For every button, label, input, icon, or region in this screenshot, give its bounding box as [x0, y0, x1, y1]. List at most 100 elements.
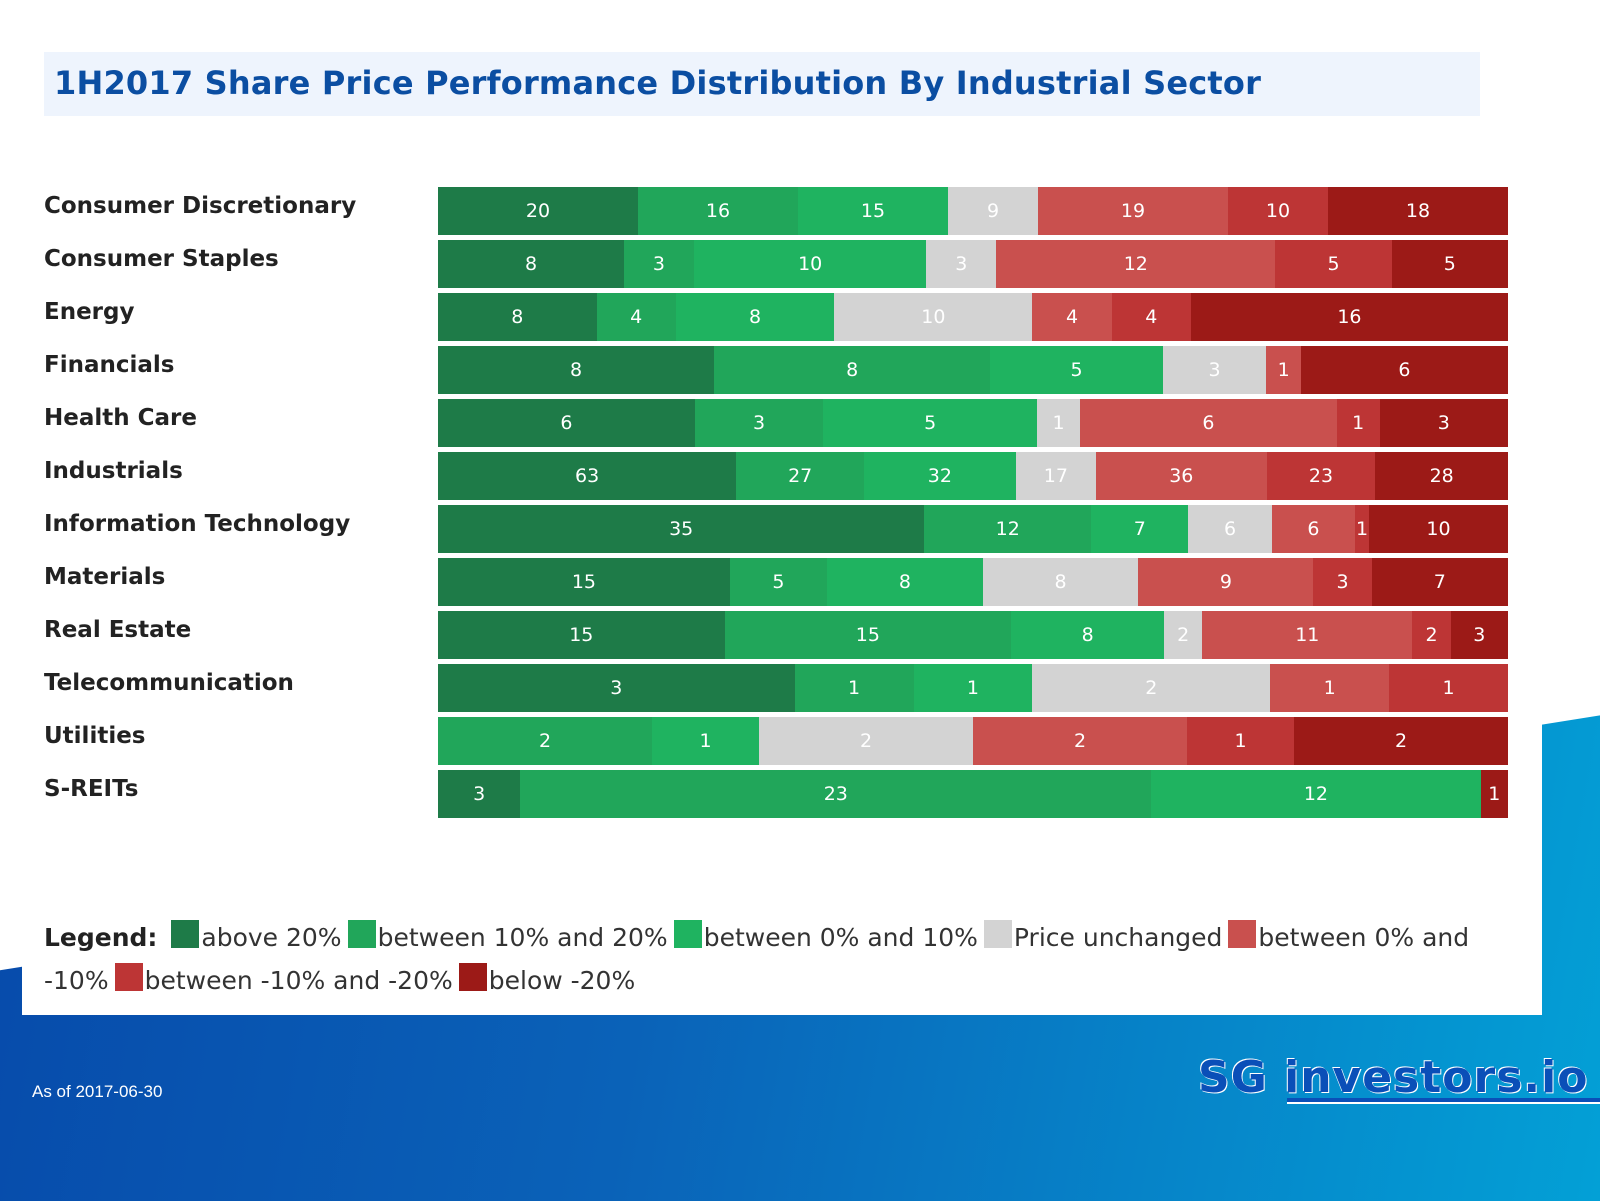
bar-segment: 15	[798, 187, 948, 235]
legend-swatch	[347, 920, 376, 948]
bar-segment: 15	[438, 611, 725, 659]
bar-segment: 7	[1091, 505, 1189, 553]
bar-segment: 3	[438, 770, 521, 818]
bar-row: 35 12 7 6 6 1 10	[438, 505, 1508, 553]
bar-segment: 8	[675, 293, 835, 341]
bar-segment: 8	[982, 558, 1139, 606]
bar-segment: 1	[1037, 399, 1080, 447]
bar-segment: 5	[1391, 240, 1508, 288]
bar-segment: 8	[438, 346, 715, 394]
bar-segment: 6	[1300, 346, 1508, 394]
bar-segment: 23	[1266, 452, 1376, 500]
category-label: Industrials	[44, 458, 183, 484]
bar-segment: 1	[913, 664, 1033, 712]
bar-segment: 10	[834, 293, 1033, 341]
legend-swatch	[983, 920, 1012, 948]
bar-segment: 1	[652, 717, 759, 765]
bar-row: 63 27 32 17 36 23 28	[438, 452, 1508, 500]
bar-segment: 1	[1389, 664, 1508, 712]
bar-segment: 16	[1190, 293, 1508, 341]
bar-segment: 3	[1450, 611, 1508, 659]
category-label: Information Technology	[44, 511, 351, 537]
bar-segment: 2	[438, 717, 652, 765]
bar-segment: 63	[438, 452, 737, 500]
legend-label: below -20%	[488, 966, 636, 995]
bar-segment: 6	[1079, 399, 1337, 447]
bar-segment: 2	[1412, 611, 1451, 659]
legend-swatch	[171, 920, 200, 948]
bar-segment: 1	[1270, 664, 1390, 712]
chart-title: 1H2017 Share Price Performance Distribut…	[54, 64, 1262, 102]
bar-segment: 5	[1275, 240, 1392, 288]
bar-segment: 36	[1096, 452, 1267, 500]
bar-segment: 3	[1313, 558, 1372, 606]
bar-segment: 16	[638, 187, 798, 235]
legend-label: between 10% and 20%	[377, 923, 668, 952]
legend-swatch	[458, 963, 487, 991]
category-label: S-REITs	[44, 776, 139, 802]
bar-segment: 7	[1371, 558, 1508, 606]
bar-segment: 3	[926, 240, 997, 288]
logo-underline	[1287, 1098, 1600, 1104]
bar-segment: 19	[1037, 187, 1228, 235]
bar-segment: 12	[996, 240, 1276, 288]
bar-segment: 2	[759, 717, 973, 765]
category-label: Materials	[44, 564, 166, 590]
bar-segment: 8	[1011, 611, 1165, 659]
bar-segment: 4	[596, 293, 676, 341]
bar-row: 8 3 10 3 12 5 5	[438, 240, 1508, 288]
bar-segment: 11	[1202, 611, 1413, 659]
category-label: Utilities	[44, 723, 146, 749]
bar-segment: 3	[438, 664, 795, 712]
bar-segment: 20	[438, 187, 638, 235]
bar-segment: 1	[794, 664, 914, 712]
bar-segment: 2	[1294, 717, 1508, 765]
bar-segment: 8	[438, 293, 597, 341]
bar-segment: 18	[1327, 187, 1508, 235]
bar-row: 15 15 8 2 11 2 3	[438, 611, 1508, 659]
bar-segment: 10	[1369, 505, 1508, 553]
bar-segment: 6	[438, 399, 695, 447]
bar-segment: 9	[1138, 558, 1314, 606]
category-label: Energy	[44, 299, 135, 325]
legend-label: Price unchanged	[1013, 923, 1223, 952]
bar-segment: 1	[1336, 399, 1380, 447]
bar-segment: 10	[1227, 187, 1328, 235]
category-label: Consumer Staples	[44, 246, 279, 272]
bar-segment: 3	[694, 399, 824, 447]
bar-segment: 23	[520, 770, 1152, 818]
category-label: Financials	[44, 352, 175, 378]
bar-segment: 27	[736, 452, 865, 500]
category-label: Health Care	[44, 405, 197, 431]
bar-segment: 2	[1032, 664, 1271, 712]
bar-segment: 8	[827, 558, 983, 606]
logo: SG investors.io	[1198, 1052, 1589, 1103]
bar-segment: 12	[924, 505, 1092, 553]
bar-row: 3 23 12 1	[438, 770, 1508, 818]
bar-segment: 1	[1187, 717, 1294, 765]
legend-label: between 0% and -10%	[44, 923, 1470, 995]
legend-swatch	[1228, 920, 1257, 948]
bar-segment: 32	[864, 452, 1016, 500]
category-label: Telecommunication	[44, 670, 294, 696]
bar-row: 20 16 15 9 19 10 18	[438, 187, 1508, 235]
bar-segment: 4	[1032, 293, 1112, 341]
category-label: Real Estate	[44, 617, 192, 643]
bar-segment: 2	[973, 717, 1187, 765]
legend-swatch	[673, 920, 702, 948]
bar-segment: 3	[624, 240, 694, 288]
bar-segment: 6	[1188, 505, 1272, 553]
bar-segment: 8	[438, 240, 625, 288]
legend-label: between -10% and -20%	[144, 966, 453, 995]
bar-segment: 3	[1379, 399, 1508, 447]
legend-label: above 20%	[201, 923, 342, 952]
legend-label: between 0% and 10%	[703, 923, 978, 952]
legend: Legend: above 20% between 10% and 20% betw…	[44, 916, 1534, 1002]
bar-segment: 4	[1111, 293, 1191, 341]
bar-segment: 5	[990, 346, 1163, 394]
bar-segment: 6	[1271, 505, 1356, 553]
